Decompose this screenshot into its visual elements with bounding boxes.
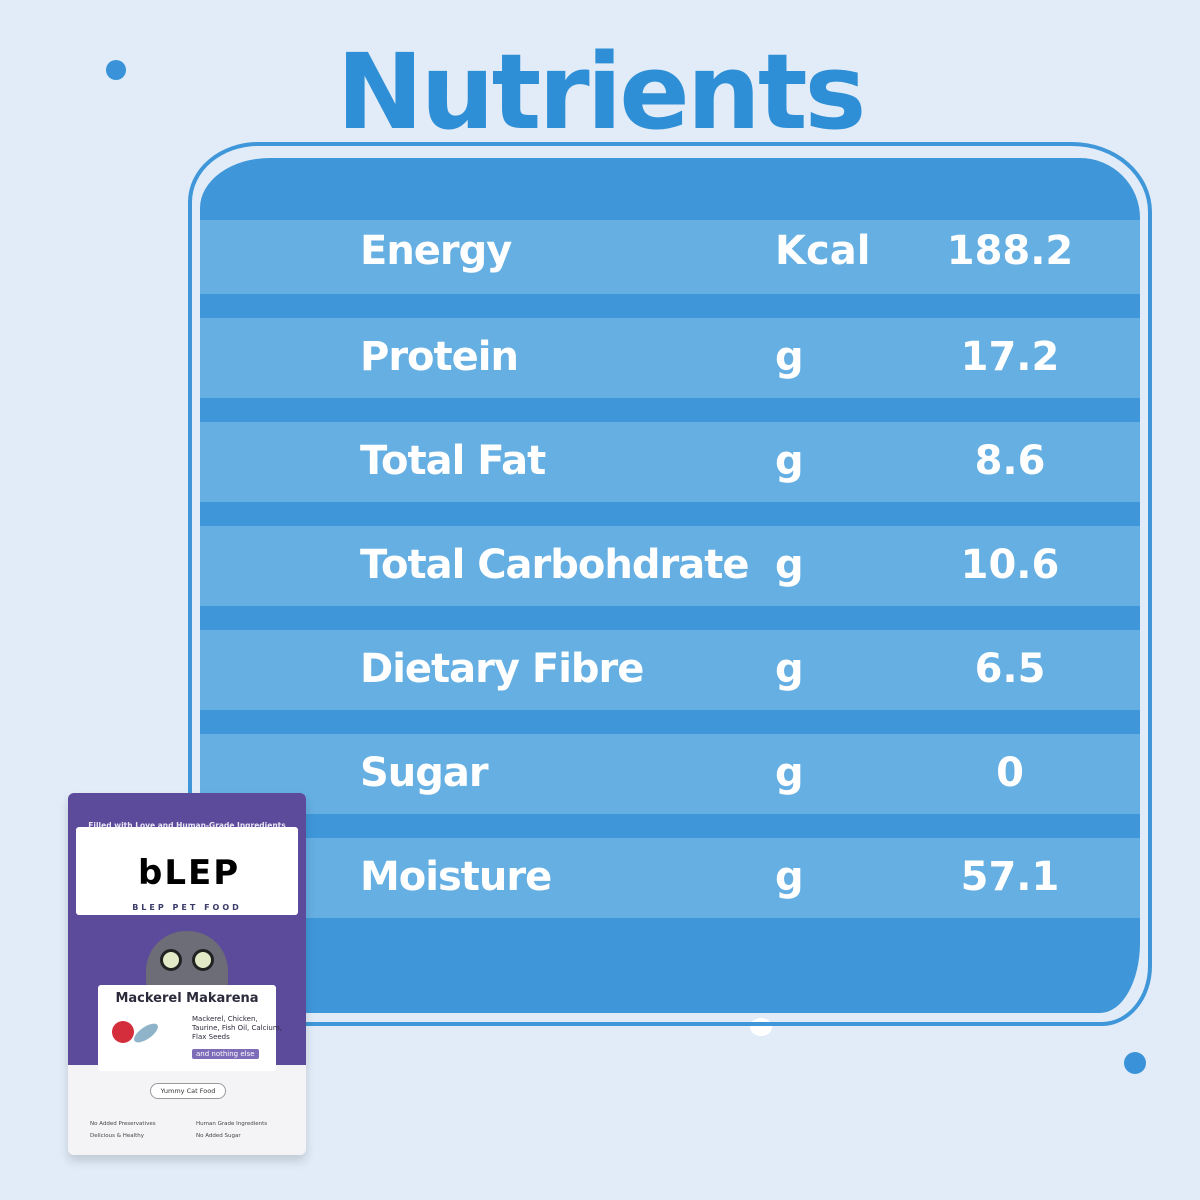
nutrient-unit: g (775, 854, 804, 900)
nutrient-value: 57.1 (960, 854, 1060, 900)
pack-label-card: Mackerel Makarena (98, 985, 276, 1071)
feature-text: No Added Sugar (196, 1133, 241, 1139)
feature-text: Delicious & Healthy (90, 1133, 145, 1139)
nutrient-row: Total Fat g 8.6 (0, 414, 1200, 504)
product-name: Mackerel Makarena (115, 991, 259, 1006)
nutrient-name: Protein (360, 334, 519, 380)
nutrient-row: Energy Kcal 188.2 (0, 204, 1200, 294)
nothing-else-badge: and nothing else (192, 1049, 259, 1059)
nutrient-name: Sugar (360, 750, 489, 796)
nutrient-value: 0 (996, 750, 1024, 796)
pack-brand: BLEP PET FOOD (132, 903, 242, 912)
ingredients-text: Mackerel, Chicken, Taurine, Fish Oil, Ca… (192, 1015, 282, 1041)
nutrient-value: 8.6 (974, 438, 1046, 484)
nutrient-row: Moisture g 57.1 (0, 830, 1200, 920)
cat-icon (146, 931, 228, 991)
table-outline (188, 142, 1152, 1026)
blep-logo: bLEP (138, 853, 241, 893)
nutrient-name: Total Carbohdrate (360, 542, 749, 588)
nutrient-unit: Kcal (775, 228, 871, 274)
feature-text: Human Grade Ingredients (196, 1121, 268, 1127)
nutrient-name: Moisture (360, 854, 552, 900)
fish-icon (131, 1020, 161, 1046)
nutrient-value: 6.5 (974, 646, 1046, 692)
nutrient-table (200, 158, 1140, 1013)
meat-icon (112, 1021, 134, 1043)
nutrient-name: Energy (360, 228, 512, 274)
nutrient-unit: g (775, 646, 804, 692)
nutrient-unit: g (775, 334, 804, 380)
nutrient-row: Protein g 17.2 (0, 310, 1200, 400)
decorative-dot (1124, 1052, 1146, 1074)
nutrient-unit: g (775, 438, 804, 484)
nutrient-row: Sugar g 0 (0, 726, 1200, 816)
nutrient-value: 17.2 (960, 334, 1060, 380)
nutrient-name: Dietary Fibre (360, 646, 644, 692)
product-pack-image: Filled with Love and Human-Grade Ingredi… (68, 793, 306, 1155)
nutrient-name: Total Fat (360, 438, 546, 484)
nutrient-unit: g (775, 542, 804, 588)
feature-text: No Added Preservatives (90, 1121, 156, 1127)
nutrient-unit: g (775, 750, 804, 796)
nutrient-row: Total Carbohdrate g 10.6 (0, 518, 1200, 608)
nutrient-value: 10.6 (960, 542, 1060, 588)
pack-tagline: Filled with Love and Human-Grade Ingredi… (88, 821, 286, 830)
decorative-dot (106, 60, 126, 80)
page-title: Nutrients (336, 31, 867, 153)
nutrient-row: Dietary Fibre g 6.5 (0, 622, 1200, 712)
yummy-badge: Yummy Cat Food (150, 1083, 226, 1099)
nutrient-value: 188.2 (946, 228, 1074, 274)
